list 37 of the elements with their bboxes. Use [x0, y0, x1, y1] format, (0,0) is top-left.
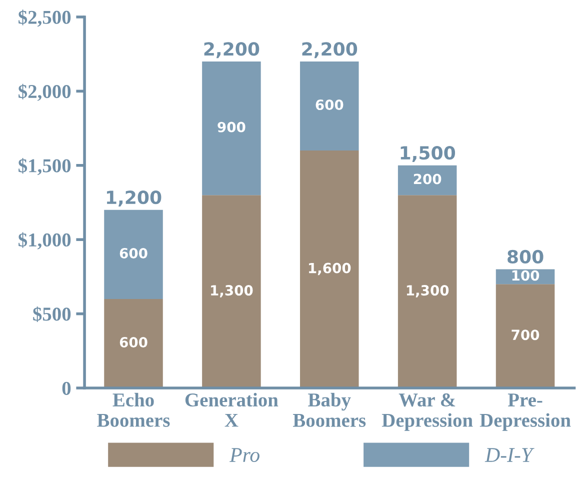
- data-label: 100: [512, 270, 540, 281]
- x-tick-label: War & Depression: [382, 393, 473, 431]
- bar: [300, 150, 359, 388]
- data-label: 600: [316, 100, 344, 110]
- bar: [202, 195, 261, 388]
- bar: [104, 298, 163, 388]
- data-label: 1,300: [406, 285, 449, 298]
- data-label: 600: [120, 337, 148, 348]
- total-label: 1,500: [400, 146, 456, 162]
- total-label: 2,200: [204, 42, 260, 58]
- bar: [496, 284, 555, 388]
- total-label: 2,200: [302, 42, 358, 58]
- data-label: 900: [218, 122, 246, 132]
- y-tick-label: 0: [62, 382, 71, 395]
- data-label: 700: [512, 330, 540, 340]
- total-label: 800: [508, 250, 544, 264]
- x-tick-label: Baby Boomers: [292, 392, 366, 427]
- bar: [104, 210, 163, 299]
- y-tick-label: $500: [33, 306, 71, 322]
- x-tick-label: Pre- Depression: [480, 394, 571, 431]
- y-tick-label: $2,500: [18, 10, 71, 27]
- y-tick-label: $1,500: [18, 158, 71, 176]
- data-label: 1,300: [211, 285, 253, 298]
- legend-label: Pro: [230, 448, 260, 462]
- data-label: 1,600: [308, 262, 351, 276]
- y-tick-label: $1,000: [18, 232, 71, 250]
- bar: [398, 165, 457, 196]
- y-tick-label: $2,000: [18, 84, 71, 101]
- bar: [300, 62, 359, 151]
- x-tick-label: Echo Boomers: [97, 392, 170, 427]
- data-label: 600: [120, 248, 148, 258]
- x-tick-label: Generation X: [185, 392, 278, 427]
- legend-label: D-I-Y: [484, 448, 534, 462]
- bar: [398, 195, 457, 388]
- data-label: 200: [414, 174, 442, 184]
- bar: [202, 62, 261, 196]
- total-label: 1,200: [106, 190, 162, 206]
